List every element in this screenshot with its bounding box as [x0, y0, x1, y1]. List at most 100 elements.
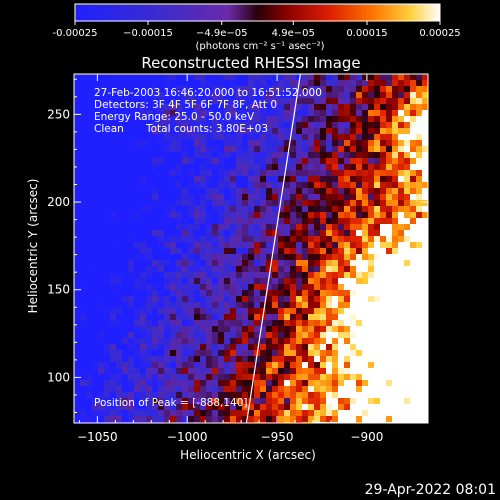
heatmap-cell — [338, 314, 345, 321]
heatmap-cell — [332, 338, 339, 345]
heatmap-cell — [80, 398, 87, 405]
heatmap-cell — [302, 272, 309, 279]
heatmap-cell — [110, 152, 117, 159]
heatmap-cell — [236, 392, 243, 399]
heatmap-cell — [116, 344, 123, 351]
heatmap-cell — [146, 392, 153, 399]
heatmap-cell — [242, 416, 249, 423]
heatmap-cell — [242, 272, 249, 279]
heatmap-cell — [116, 332, 123, 339]
heatmap-cell — [350, 92, 357, 99]
heatmap-cell — [416, 314, 423, 321]
heatmap-cell — [272, 104, 279, 111]
heatmap-cell — [200, 110, 207, 117]
heatmap-cell — [296, 362, 303, 369]
heatmap-cell — [338, 302, 345, 309]
heatmap-cell — [344, 416, 351, 423]
heatmap-cell — [176, 80, 183, 87]
heatmap-cell — [308, 314, 315, 321]
heatmap-cell — [236, 146, 243, 153]
heatmap-cell — [290, 350, 297, 357]
heatmap-cell — [170, 302, 177, 309]
heatmap-cell — [392, 392, 399, 399]
heatmap-cell — [374, 284, 381, 291]
heatmap-cell — [386, 158, 393, 165]
heatmap-cell — [284, 224, 291, 231]
heatmap-cell — [218, 74, 225, 81]
heatmap-cell — [314, 332, 321, 339]
heatmap-cell — [266, 368, 273, 375]
heatmap-cell — [392, 326, 399, 333]
heatmap-cell — [296, 200, 303, 207]
heatmap-cell — [140, 74, 147, 81]
heatmap-cell — [290, 368, 297, 375]
heatmap-cell — [344, 224, 351, 231]
heatmap-cell — [410, 224, 417, 231]
heatmap-cell — [254, 326, 261, 333]
heatmap-cell — [146, 248, 153, 255]
heatmap-cell — [392, 236, 399, 243]
heatmap-cell — [170, 242, 177, 249]
heatmap-cell — [218, 380, 225, 387]
heatmap-cell — [416, 362, 423, 369]
heatmap-cell — [404, 338, 411, 345]
heatmap-cell — [146, 212, 153, 219]
heatmap-cell — [128, 182, 135, 189]
heatmap-cell — [116, 260, 123, 267]
heatmap-cell — [164, 242, 171, 249]
heatmap-cell — [374, 278, 381, 285]
heatmap-cell — [302, 326, 309, 333]
heatmap-cell — [146, 152, 153, 159]
heatmap-cell — [224, 140, 231, 147]
heatmap-cell — [104, 146, 111, 153]
heatmap-cell — [362, 326, 369, 333]
heatmap-cell — [218, 98, 225, 105]
heatmap-cell — [182, 86, 189, 93]
heatmap-cell — [386, 290, 393, 297]
heatmap-cell — [392, 152, 399, 159]
heatmap-cell — [134, 260, 141, 267]
heatmap-cell — [302, 218, 309, 225]
heatmap-cell — [146, 170, 153, 177]
heatmap-cell — [128, 362, 135, 369]
heatmap-cell — [110, 140, 117, 147]
heatmap-cell — [320, 326, 327, 333]
heatmap-cell — [332, 176, 339, 183]
heatmap-cell — [230, 158, 237, 165]
heatmap-cell — [146, 98, 153, 105]
heatmap-cell — [272, 74, 279, 81]
heatmap-cell — [188, 266, 195, 273]
heatmap-cell — [194, 116, 201, 123]
heatmap-cell — [80, 218, 87, 225]
heatmap-cell — [338, 104, 345, 111]
heatmap-cell — [224, 260, 231, 267]
heatmap-cell — [92, 368, 99, 375]
heatmap-cell — [368, 224, 375, 231]
heatmap-cell — [224, 104, 231, 111]
heatmap-cell — [122, 206, 129, 213]
heatmap-cell — [290, 362, 297, 369]
heatmap-cell — [164, 122, 171, 129]
heatmap-cell — [260, 152, 267, 159]
heatmap-cell — [188, 80, 195, 87]
heatmap-cell — [146, 218, 153, 225]
heatmap-cell — [110, 368, 117, 375]
heatmap-cell — [260, 332, 267, 339]
heatmap-cell — [128, 260, 135, 267]
heatmap-cell — [212, 134, 219, 141]
heatmap-cell — [416, 218, 423, 225]
heatmap-cell — [74, 218, 81, 225]
heatmap-cell — [146, 224, 153, 231]
heatmap-cell — [74, 236, 81, 243]
heatmap-cell — [194, 242, 201, 249]
heatmap-cell — [86, 356, 93, 363]
heatmap-cell — [74, 308, 81, 315]
heatmap-cell — [410, 116, 417, 123]
heatmap-cell — [380, 278, 387, 285]
heatmap-cell — [368, 104, 375, 111]
heatmap-cell — [320, 206, 327, 213]
heatmap-cell — [404, 236, 411, 243]
heatmap-cell — [260, 278, 267, 285]
heatmap-cell — [350, 410, 357, 417]
heatmap-cell — [380, 194, 387, 201]
